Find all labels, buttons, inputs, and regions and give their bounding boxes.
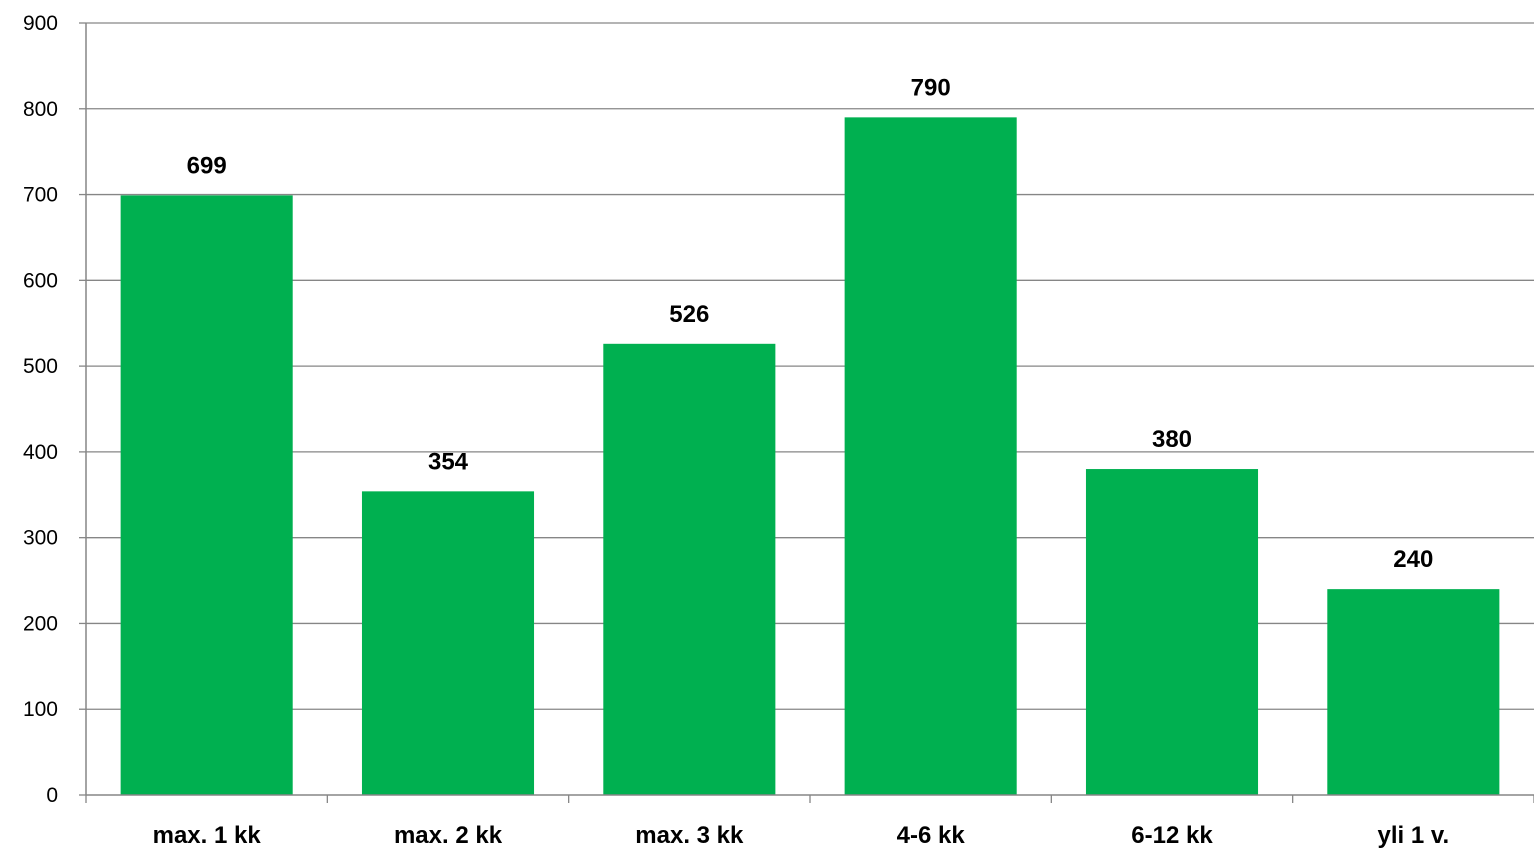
data-label: 526 xyxy=(669,301,709,328)
y-tick-label: 500 xyxy=(23,355,58,378)
x-axis-tick-labels: max. 1 kk max. 2 kk max. 3 kk 4-6 kk 6-12 kk… xyxy=(153,822,1450,849)
y-tick-label: 100 xyxy=(23,698,58,721)
bar xyxy=(1085,469,1259,795)
x-tick-label: 4-6 kk xyxy=(897,822,966,849)
bar xyxy=(120,195,293,795)
y-tick-label: 300 xyxy=(23,527,58,550)
y-tick-label: 700 xyxy=(23,184,58,207)
bar xyxy=(603,343,776,795)
y-tick-label: 800 xyxy=(23,98,58,121)
bars xyxy=(120,117,1500,796)
y-tick-label: 900 xyxy=(23,12,58,35)
data-label: 240 xyxy=(1393,546,1433,573)
bar xyxy=(361,491,535,795)
x-tick-label: max. 2 kk xyxy=(394,822,503,849)
data-label: 380 xyxy=(1152,426,1192,453)
y-tick-label: 0 xyxy=(46,784,58,807)
data-label: 790 xyxy=(911,74,951,101)
data-label: 699 xyxy=(187,152,227,179)
y-tick-label: 400 xyxy=(23,441,58,464)
x-tick-label: yli 1 v. xyxy=(1378,822,1450,849)
gridlines xyxy=(79,22,1534,796)
y-tick-label: 200 xyxy=(23,612,58,635)
bar xyxy=(1327,589,1500,795)
x-tick-label: max. 3 kk xyxy=(635,822,744,849)
axes xyxy=(85,23,1534,803)
y-axis-tick-labels: 0 100 200 300 400 500 600 700 800 900 xyxy=(23,12,58,807)
x-tick-label: 6-12 kk xyxy=(1131,822,1213,849)
y-tick-label: 600 xyxy=(23,269,58,292)
data-labels: 699 354 526 790 380 240 xyxy=(187,74,1434,573)
bar xyxy=(844,117,1017,796)
data-label: 354 xyxy=(428,448,469,475)
x-tick-label: max. 1 kk xyxy=(153,822,262,849)
